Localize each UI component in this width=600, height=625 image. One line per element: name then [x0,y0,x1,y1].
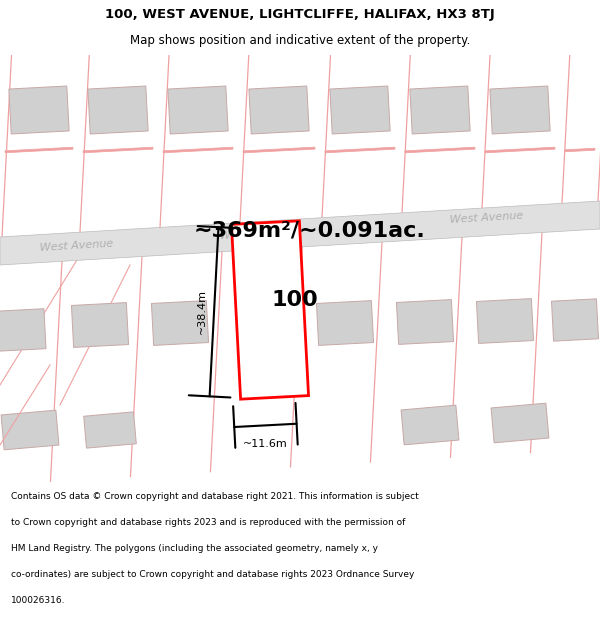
Polygon shape [397,299,454,344]
Polygon shape [0,309,46,351]
Text: to Crown copyright and database rights 2023 and is reproduced with the permissio: to Crown copyright and database rights 2… [11,518,405,527]
Text: ~11.6m: ~11.6m [243,439,288,449]
Polygon shape [405,147,475,153]
Text: Map shows position and indicative extent of the property.: Map shows position and indicative extent… [130,34,470,47]
Polygon shape [232,221,308,399]
Polygon shape [330,86,390,134]
Text: West Avenue: West Avenue [450,211,524,225]
Polygon shape [490,86,550,134]
Text: co-ordinates) are subject to Crown copyright and database rights 2023 Ordnance S: co-ordinates) are subject to Crown copyr… [11,570,414,579]
Polygon shape [485,147,555,153]
Polygon shape [151,301,209,346]
Text: West Avenue: West Avenue [40,238,114,252]
Text: 100026316.: 100026316. [11,596,65,604]
Polygon shape [1,410,59,450]
Text: ~369m²/~0.091ac.: ~369m²/~0.091ac. [194,220,426,240]
Text: 100, WEST AVENUE, LIGHTCLIFFE, HALIFAX, HX3 8TJ: 100, WEST AVENUE, LIGHTCLIFFE, HALIFAX, … [105,8,495,21]
Polygon shape [249,86,309,134]
Polygon shape [84,412,136,448]
Polygon shape [9,86,69,134]
Text: HM Land Registry. The polygons (including the associated geometry, namely x, y: HM Land Registry. The polygons (includin… [11,544,378,552]
Polygon shape [491,403,549,443]
Polygon shape [168,86,228,134]
Polygon shape [71,302,128,348]
Polygon shape [0,201,600,265]
Polygon shape [316,301,374,346]
Polygon shape [565,148,595,152]
Polygon shape [401,405,459,445]
Text: West Avenue: West Avenue [220,227,294,241]
Polygon shape [88,86,148,134]
Polygon shape [83,147,153,153]
Polygon shape [163,147,233,153]
Polygon shape [243,147,315,153]
Text: 100: 100 [272,290,319,310]
Polygon shape [476,299,533,343]
Polygon shape [551,299,599,341]
Polygon shape [410,86,470,134]
Text: Contains OS data © Crown copyright and database right 2021. This information is : Contains OS data © Crown copyright and d… [11,492,419,501]
Polygon shape [5,148,73,152]
Polygon shape [325,147,395,153]
Text: ~38.4m: ~38.4m [197,289,207,334]
